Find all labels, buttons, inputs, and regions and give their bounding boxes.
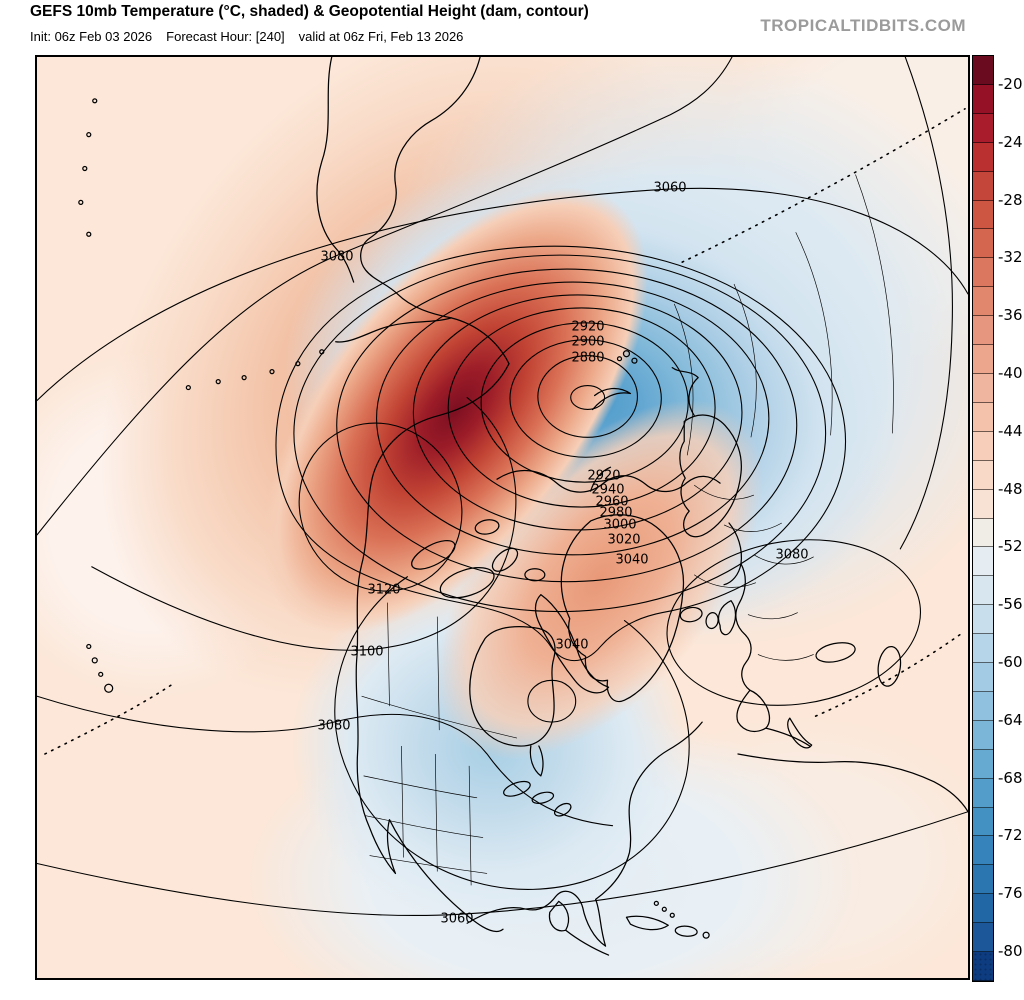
colorbar-tick-label: -52 — [998, 537, 1023, 556]
colorbar-tick-label: -20 — [998, 74, 1023, 93]
colorbar-cell — [973, 778, 993, 808]
colorbar-cell — [973, 720, 993, 750]
colorbar-cell — [973, 373, 993, 403]
colorbar-cell — [973, 634, 993, 664]
init-time-label: Init: 06z Feb 03 2026 — [30, 29, 153, 44]
colorbar-cell — [973, 489, 993, 519]
colorbar-cell — [973, 56, 993, 85]
colorbar-cell — [973, 663, 993, 692]
colorbar-tick-label: -76 — [998, 884, 1023, 903]
colorbar-cell — [973, 923, 993, 953]
graticule-dotted-layer — [44, 107, 966, 755]
colorbar-cell — [973, 865, 993, 895]
colorbar-cell — [973, 171, 993, 201]
colorbar-tick-label: -64 — [998, 710, 1023, 729]
colorbar-cell — [973, 431, 993, 461]
colorbar-cell — [973, 402, 993, 432]
colorbar-cell — [973, 287, 993, 317]
colorbar-cell — [973, 576, 993, 606]
map-svg — [37, 57, 968, 978]
colorbar-tick-label: -68 — [998, 768, 1023, 787]
colorbar-tick-label: -44 — [998, 421, 1023, 440]
colorbar-cell — [973, 142, 993, 172]
colorbar-cell — [973, 952, 993, 981]
colorbar-cell — [973, 84, 993, 114]
colorbar-cell — [973, 113, 993, 143]
colorbar-tick-label: -80 — [998, 942, 1023, 961]
colorbar-cell — [973, 345, 993, 374]
valid-time-label: valid at 06z Fri, Feb 13 2026 — [298, 29, 464, 44]
colorbar-cell — [973, 691, 993, 721]
colorbar-cell — [973, 807, 993, 837]
colorbar-tick-label: -36 — [998, 306, 1023, 325]
colorbar-tick-label: -72 — [998, 826, 1023, 845]
colorbar-cell — [973, 200, 993, 230]
colorbar-cell — [973, 749, 993, 779]
chart-subtitle: Init: 06z Feb 03 2026 Forecast Hour: [240… — [30, 29, 477, 44]
chart-title: GEFS 10mb Temperature (°C, shaded) & Geo… — [30, 3, 589, 20]
watermark-text: TROPICALTIDBITS.COM — [760, 16, 966, 35]
colorbar-cell — [973, 605, 993, 635]
colorbar — [972, 55, 994, 982]
colorbar-cell — [973, 894, 993, 924]
colorbar-tick-label: -60 — [998, 653, 1023, 672]
political-borders-layer — [361, 174, 894, 886]
colorbar-cell — [973, 316, 993, 346]
colorbar-cell — [973, 518, 993, 548]
forecast-hour-label: Forecast Hour: [240] — [166, 29, 285, 44]
colorbar-cell — [973, 460, 993, 490]
colorbar-cell — [973, 258, 993, 288]
height-contours-layer — [37, 57, 968, 916]
colorbar-cell — [973, 229, 993, 259]
coastlines-layer — [78, 57, 968, 956]
colorbar-tick-label: -28 — [998, 190, 1023, 209]
colorbar-cell — [973, 547, 993, 577]
colorbar-tick-label: -32 — [998, 248, 1023, 267]
colorbar-tick-label: -56 — [998, 595, 1023, 614]
map-canvas: 3060 3080 2920 2900 2880 2920 2940 2960 2980 3000… — [35, 55, 970, 980]
colorbar-tick-label: -40 — [998, 363, 1023, 382]
colorbar-tick-label: -24 — [998, 132, 1023, 151]
colorbar-cell — [973, 836, 993, 866]
colorbar-tick-label: -48 — [998, 479, 1023, 498]
